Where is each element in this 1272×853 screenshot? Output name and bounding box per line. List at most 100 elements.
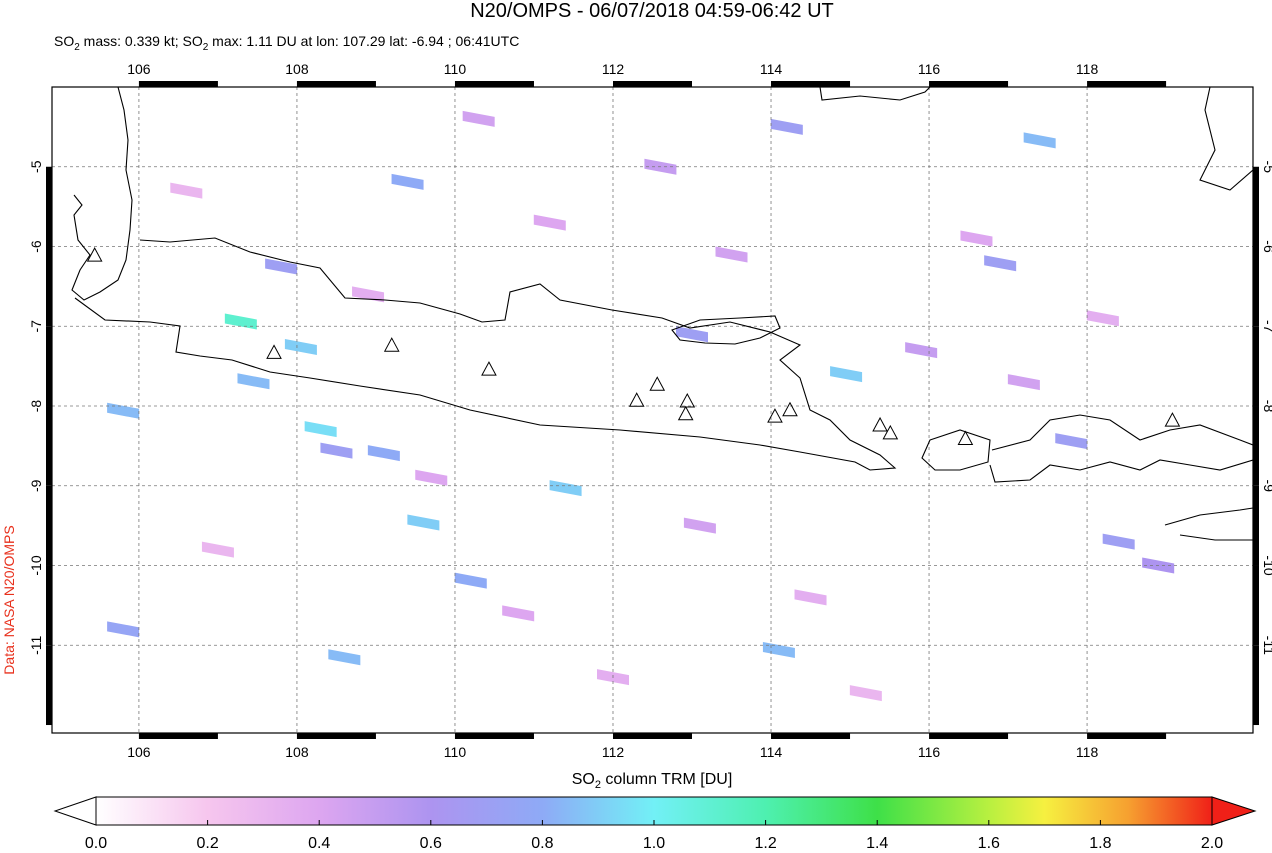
x-tick-label-top: 114 [760, 61, 783, 77]
colorbar-tick-label: 1.6 [978, 835, 1000, 852]
so2-pixel [1102, 533, 1135, 550]
so2-pixel [1055, 433, 1088, 450]
frame-tick-right [1253, 645, 1259, 726]
so2-pixel [462, 110, 495, 127]
colorbar-label-part: SO [572, 771, 595, 788]
frame-tick-left [46, 246, 52, 327]
frame-tick-bottom [1087, 733, 1167, 739]
coastline-borneo [819, 87, 931, 101]
frame-tick-right [1253, 565, 1259, 646]
colorbar-label-part: column TRM [DU] [601, 771, 732, 788]
x-tick-label-top: 110 [444, 61, 467, 77]
x-tick-label-bottom: 118 [1076, 744, 1099, 760]
so2-pixel [328, 649, 361, 666]
y-tick-label-right: -6 [1261, 240, 1272, 253]
x-tick-label-top: 108 [285, 61, 309, 77]
so2-pixel [391, 173, 424, 190]
colorbar-under [53, 796, 97, 826]
colorbar-tick-label: 0.2 [196, 835, 218, 852]
subtitle-part: SO [54, 33, 74, 49]
frame-tick-left [46, 326, 52, 407]
frame-tick-left [46, 565, 52, 646]
colorbar-tick-label: 0.6 [420, 835, 442, 852]
so2-pixel [794, 589, 827, 606]
y-tick-label-left: -10 [28, 555, 44, 575]
x-tick-label-bottom: 112 [602, 744, 625, 760]
colorbar-tick-label: 0.0 [85, 835, 107, 852]
so2-pixel [984, 255, 1017, 272]
frame-tick-right [1253, 246, 1259, 327]
frame-tick-top [771, 81, 851, 87]
volcano [677, 405, 694, 421]
credit: Data: NASA N20/OMPS [1, 525, 17, 674]
colorbar-label-sub: 2 [595, 779, 601, 791]
frame-tick-right [1253, 166, 1259, 247]
y-tick-label-right: -11 [1261, 636, 1272, 655]
so2-pixel [237, 373, 270, 390]
coastline-sumatra [71, 87, 133, 301]
so2-pixel [1023, 132, 1056, 149]
x-tick-label-top: 112 [602, 61, 625, 77]
so2-pixel [201, 541, 234, 558]
volcano [767, 408, 783, 423]
frame-ticks [46, 81, 1259, 739]
y-tick-label-right: -9 [1261, 480, 1272, 493]
colorbar-tick-label: 2.0 [1201, 835, 1223, 852]
y-tick-label-right: -8 [1261, 400, 1272, 413]
y-tick-label-left: -11 [28, 635, 44, 654]
x-tick-label-bottom: 114 [760, 744, 783, 760]
frame-tick-left [46, 166, 52, 247]
coastline-sulawesi [1199, 87, 1253, 191]
coastline-bali [921, 429, 991, 471]
y-tick-label-left: -9 [28, 479, 44, 492]
so2-pixel [960, 230, 993, 247]
so2-pixel [549, 480, 582, 497]
colorbar-over [1211, 796, 1257, 826]
title: N20/OMPS - 06/07/2018 04:59-06:42 UT [470, 0, 834, 22]
frame-tick-top [929, 81, 1009, 87]
frame-tick-bottom [929, 733, 1009, 739]
volcano [1164, 412, 1181, 427]
volcano [266, 344, 282, 359]
frame-tick-top [454, 81, 534, 87]
so2-pixel [352, 286, 385, 303]
x-tick-label-top: 106 [127, 61, 151, 77]
coastline-sumba [1164, 507, 1253, 541]
so2-pixel [715, 246, 748, 263]
so2-pixel [407, 514, 440, 531]
coastlines [71, 87, 1253, 541]
x-tick-label-top: 118 [1076, 61, 1099, 77]
so2-pixel [107, 621, 140, 638]
grid [52, 87, 1253, 733]
y-tick-label-right: -5 [1261, 161, 1272, 174]
frame-tick-bottom [454, 733, 534, 739]
coastline-java [74, 237, 897, 471]
y-tick-label-left: -8 [28, 400, 44, 413]
y-tick-label-left: -6 [28, 240, 44, 253]
coastline-madura [671, 315, 781, 345]
x-tick-label-bottom: 116 [918, 744, 941, 760]
x-tick-label-bottom: 106 [127, 744, 151, 760]
volcano [957, 430, 974, 446]
colorbar-tick-label: 1.8 [1089, 835, 1111, 852]
volcano [872, 416, 888, 432]
so2-pixel [533, 214, 566, 231]
frame-tick-left [46, 645, 52, 726]
so2-pixel [284, 338, 317, 355]
map-frame [51, 86, 1254, 734]
colorbar-label: SO2 column TRM [DU] [572, 771, 733, 791]
y-tick-label-left: -5 [28, 160, 44, 173]
so2-pixel [304, 421, 337, 438]
frame-tick-top [612, 81, 693, 87]
so2-pixel [1007, 374, 1040, 391]
colorbar-tick-label: 1.4 [866, 835, 888, 852]
so2-pixel [107, 402, 140, 419]
y-tick-label-right: -7 [1261, 320, 1272, 333]
so2-pixel [1086, 310, 1119, 327]
so2-pixel [265, 258, 298, 275]
x-tick-label-bottom: 110 [444, 744, 467, 760]
coastline-lombok-sumbawa [989, 414, 1253, 483]
frame-tick-left [46, 485, 52, 566]
colorbar: 0.0 0.2 0.4 0.6 0.8 1.0 1.2 1.4 1.6 1.8 2.0 [53, 796, 1257, 852]
